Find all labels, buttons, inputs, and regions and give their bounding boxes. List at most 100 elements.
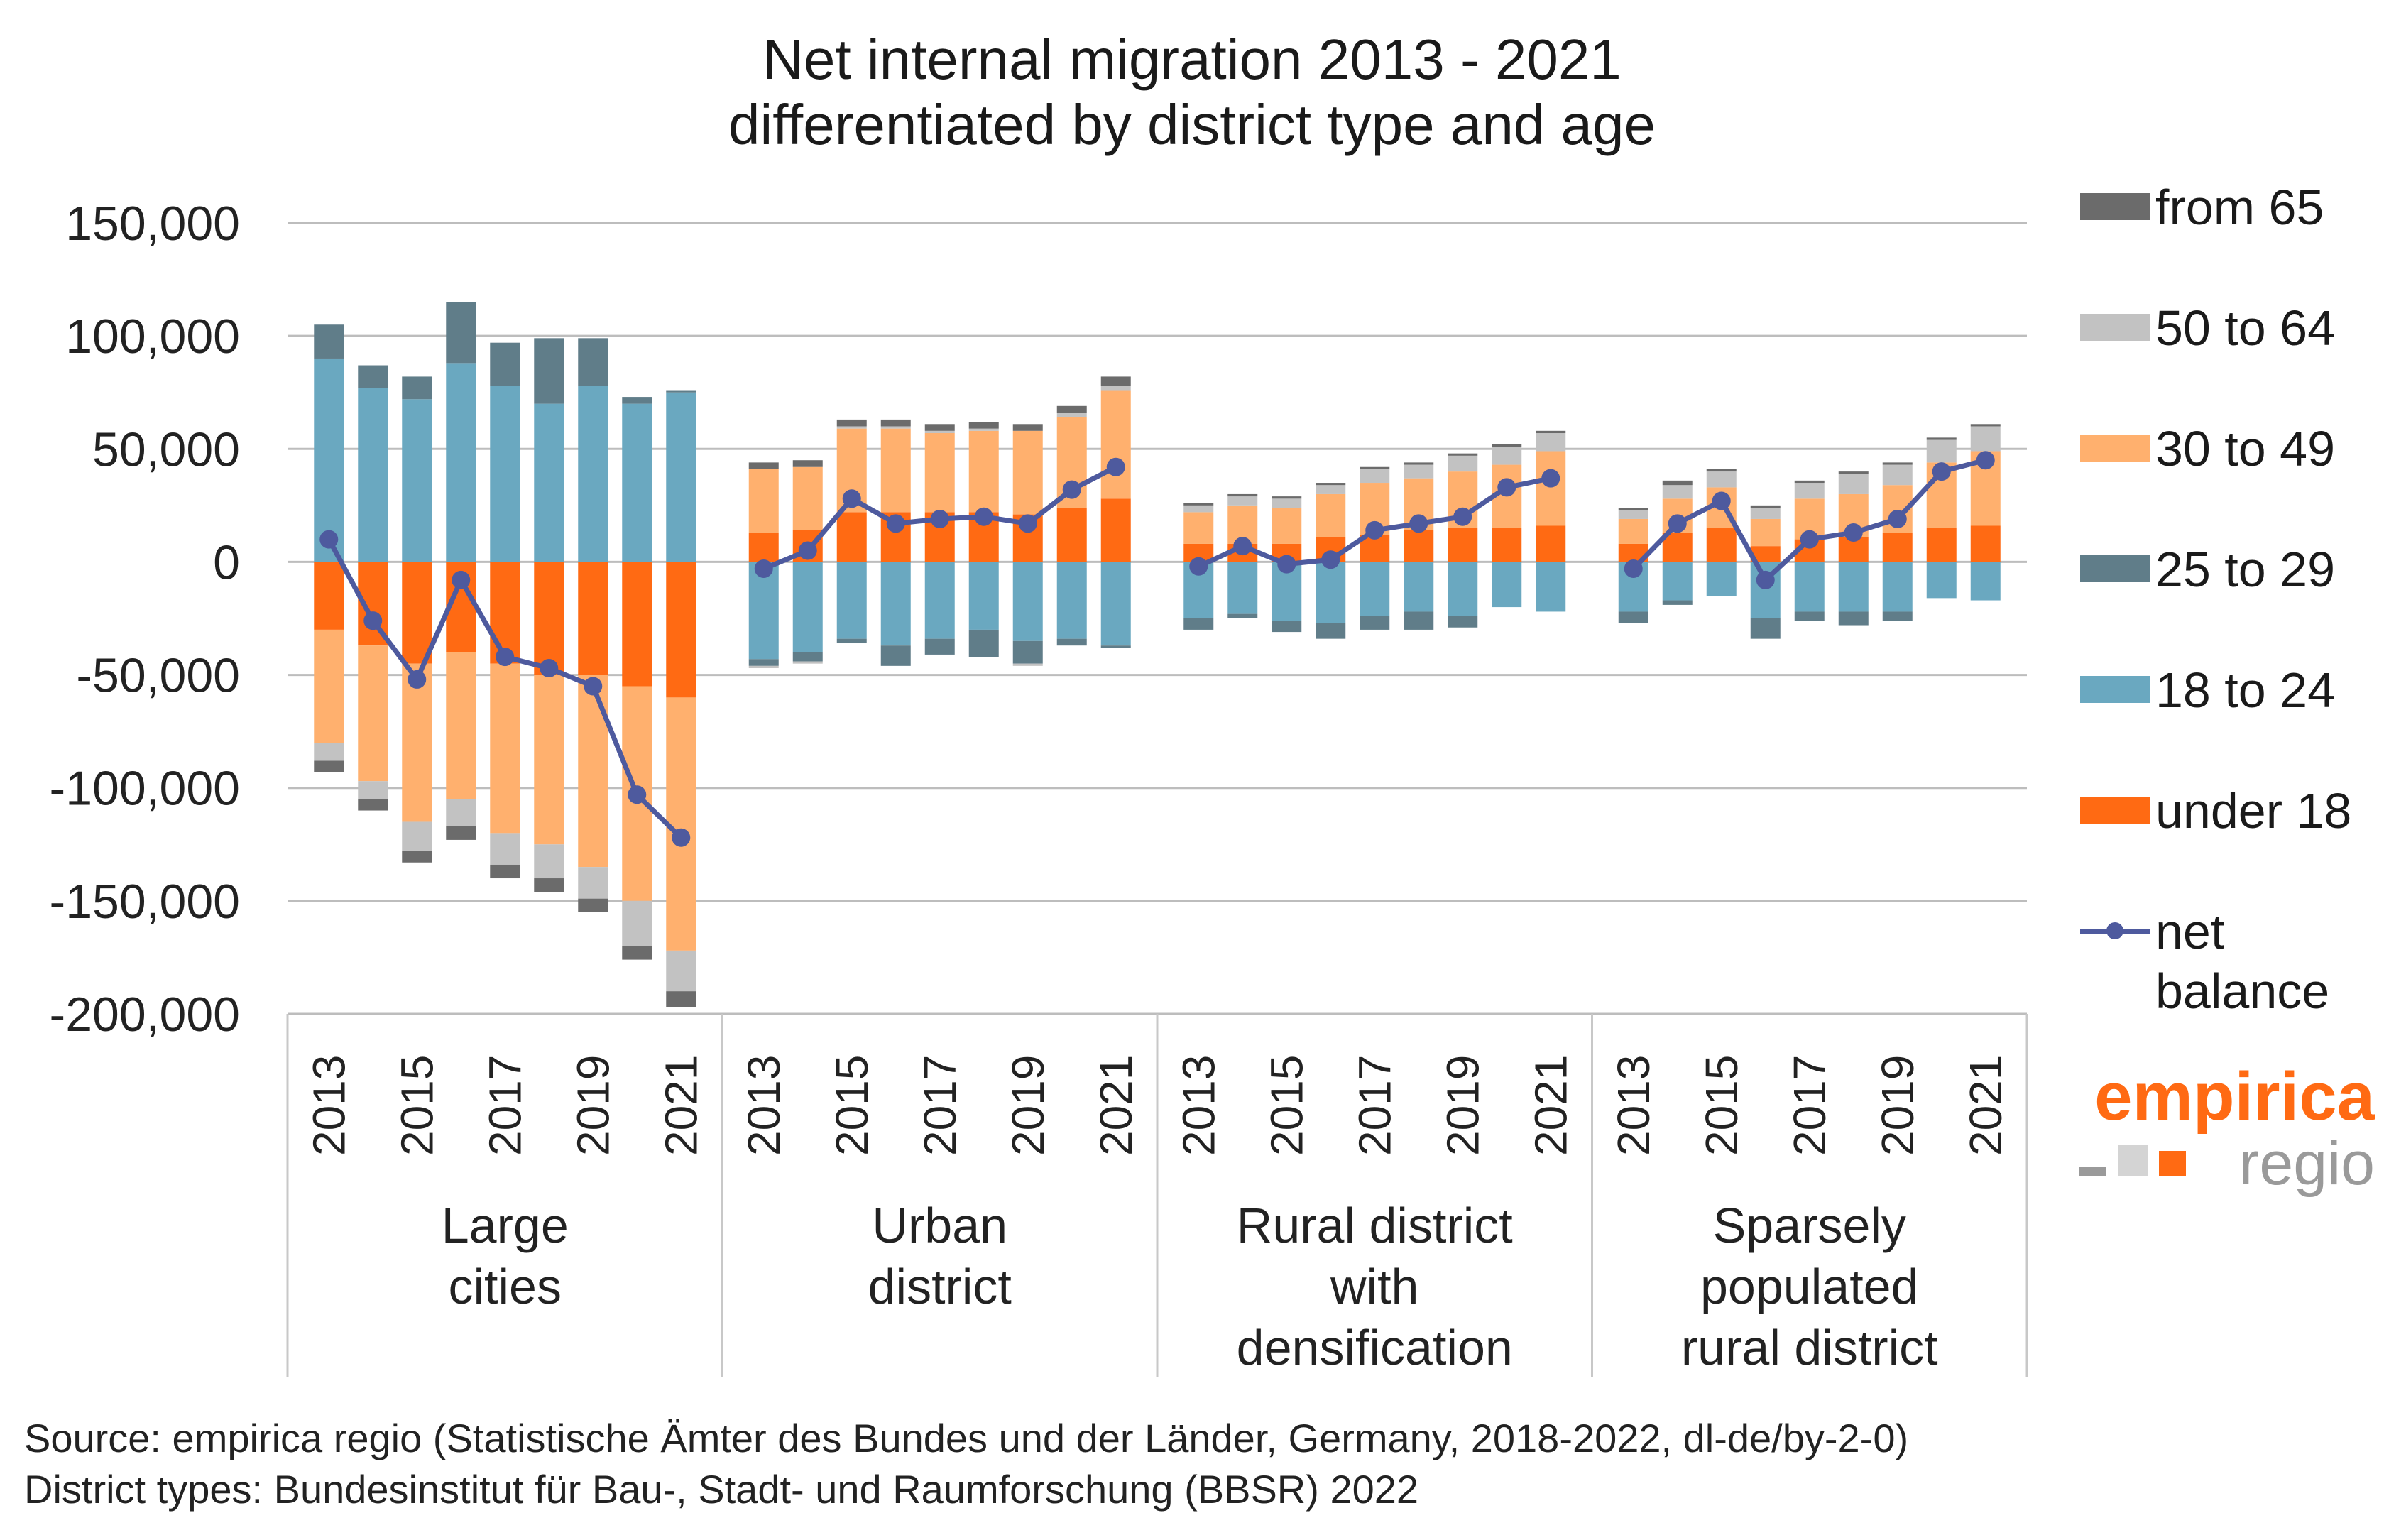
- bar-segment-50-64: [1536, 433, 1566, 452]
- bar-segment-18-24: [534, 403, 564, 562]
- bar-segment-50-64: [1662, 485, 1693, 499]
- bar-segment-25-29: [1750, 618, 1781, 639]
- net-balance-point: [540, 659, 559, 678]
- bar-segment-18-24: [1662, 562, 1693, 601]
- bar-segment-25-29: [490, 342, 520, 386]
- bar-segment-under-18: [1750, 546, 1781, 562]
- bar-segment-18-24: [792, 562, 823, 652]
- bar-segment-30-49: [446, 652, 476, 799]
- category-label: district: [868, 1259, 1012, 1314]
- bar-segment-25-29: [748, 659, 779, 666]
- bar-segment-18-24: [358, 388, 388, 562]
- bar-segment-30-49: [924, 433, 955, 513]
- net-balance-point: [1018, 514, 1037, 533]
- legend-label-65-plus: from 65: [2155, 180, 2324, 235]
- bar-segment-50-64: [666, 950, 696, 992]
- x-tick-label: 2021: [655, 1055, 706, 1156]
- logo-brand-text: empirica: [2094, 1059, 2375, 1135]
- bar-segment-25-29: [314, 324, 344, 359]
- bar-segment-25-29: [534, 338, 564, 404]
- legend-label-25-29: 25 to 29: [2155, 542, 2335, 597]
- bar-segment-18-24: [836, 562, 867, 639]
- bar-segment-18-24: [1536, 562, 1566, 612]
- x-tick-label: 2015: [391, 1055, 442, 1156]
- bar-segment-25-29: [666, 390, 696, 393]
- category-label: Large: [442, 1198, 569, 1253]
- bar-segment-65-plus: [748, 462, 779, 469]
- bar-segment-under-18: [314, 562, 344, 630]
- net-balance-point: [1800, 530, 1819, 549]
- bar-segment-65-plus: [1970, 424, 2001, 427]
- bar-segment-18-24: [490, 386, 520, 562]
- bar-segment-under-18: [1100, 498, 1131, 562]
- bar-segment-30-49: [314, 629, 344, 743]
- net-balance-point: [672, 828, 691, 847]
- net-balance-point: [1062, 480, 1081, 499]
- chart-title-line-2: differentiated by district type and age: [728, 93, 1656, 156]
- net-balance-point: [1844, 523, 1863, 542]
- bar-segment-under-18: [836, 512, 867, 562]
- bar-segment-under-18: [1056, 508, 1087, 562]
- net-balance-point: [974, 507, 993, 526]
- legend-label-net-balance-line-2: balance: [2155, 963, 2330, 1019]
- y-tick-label: -150,000: [50, 875, 240, 929]
- bar-segment-under-18: [490, 562, 520, 664]
- logo-square-orange: [2159, 1151, 2186, 1176]
- category-label: Sparsely: [1713, 1198, 1906, 1253]
- bar-segment-25-29: [1227, 613, 1258, 618]
- bar-segment-under-18: [1492, 528, 1522, 562]
- x-tick-label: 2019: [1872, 1055, 1923, 1156]
- net-balance-point: [1541, 469, 1560, 488]
- bar-segment-50-64: [358, 781, 388, 799]
- source-line-1: Source: empirica regio (Statistische Ämt…: [24, 1416, 1909, 1460]
- bar-segment-65-plus: [1882, 462, 1913, 465]
- chart-title: Net internal migration 2013 - 2021 diffe…: [0, 27, 2384, 158]
- bar-segment-18-24: [1838, 562, 1869, 612]
- x-tick-label: 2017: [479, 1055, 530, 1156]
- x-tick-label: 2017: [1349, 1055, 1400, 1156]
- bar-segment-65-plus: [1794, 480, 1825, 484]
- bar-segment-18-24: [1100, 562, 1131, 646]
- x-tick-label: 2013: [738, 1055, 789, 1156]
- bar-segment-25-29: [1838, 611, 1869, 626]
- bar-segment-under-18: [1404, 530, 1434, 562]
- bar-segment-under-18: [534, 562, 564, 675]
- x-tick-label: 2019: [1437, 1055, 1488, 1156]
- bar-segment-18-24: [1448, 562, 1478, 616]
- bar-segment-50-64: [792, 661, 823, 664]
- bar-segment-50-64: [1227, 496, 1258, 506]
- bar-segment-under-18: [578, 562, 608, 675]
- legend-label-net-balance-line-1: net: [2155, 904, 2225, 959]
- bar-segment-under-18: [1970, 525, 2001, 562]
- bar-segment-25-29: [1272, 621, 1302, 633]
- bar-segment-18-24: [666, 392, 696, 562]
- logo-sub-text: regio: [2238, 1130, 2375, 1198]
- bar-segment-25-29: [1882, 611, 1913, 621]
- bar-segment-18-24: [1970, 562, 2001, 601]
- legend-item-under-18: under 18: [2080, 781, 2351, 841]
- bar-segment-25-29: [622, 397, 652, 404]
- bar-segment-18-24: [1056, 562, 1087, 639]
- legend-label-30-49: 30 to 49: [2155, 421, 2335, 476]
- bar-segment-18-24: [622, 403, 652, 562]
- bar-segment-under-18: [748, 533, 779, 562]
- bar-segment-30-49: [748, 469, 779, 533]
- legend-swatch-25-29: [2080, 555, 2150, 582]
- bar-segment-65-plus: [880, 419, 911, 427]
- bar-segment-under-18: [1448, 528, 1478, 562]
- y-tick-label: 150,000: [65, 197, 240, 251]
- legend-swatch-65-plus: [2080, 193, 2150, 220]
- bar-segment-30-49: [792, 466, 823, 530]
- bar-segment-18-24: [1794, 562, 1825, 612]
- bar-segment-50-64: [748, 665, 779, 669]
- bar-segment-18-24: [578, 386, 608, 562]
- legend-swatch-50-64: [2080, 314, 2150, 341]
- bar-segment-under-18: [1536, 525, 1566, 562]
- bar-segment-50-64: [968, 428, 999, 431]
- bar-segment-18-24: [968, 562, 999, 630]
- x-tick-label: 2015: [1261, 1055, 1312, 1156]
- bar-segment-50-64: [622, 900, 652, 946]
- bar-segment-30-49: [358, 645, 388, 782]
- bar-segment-25-29: [1662, 600, 1693, 605]
- source-note: Source: empirica regio (Statistische Ämt…: [24, 1413, 1908, 1515]
